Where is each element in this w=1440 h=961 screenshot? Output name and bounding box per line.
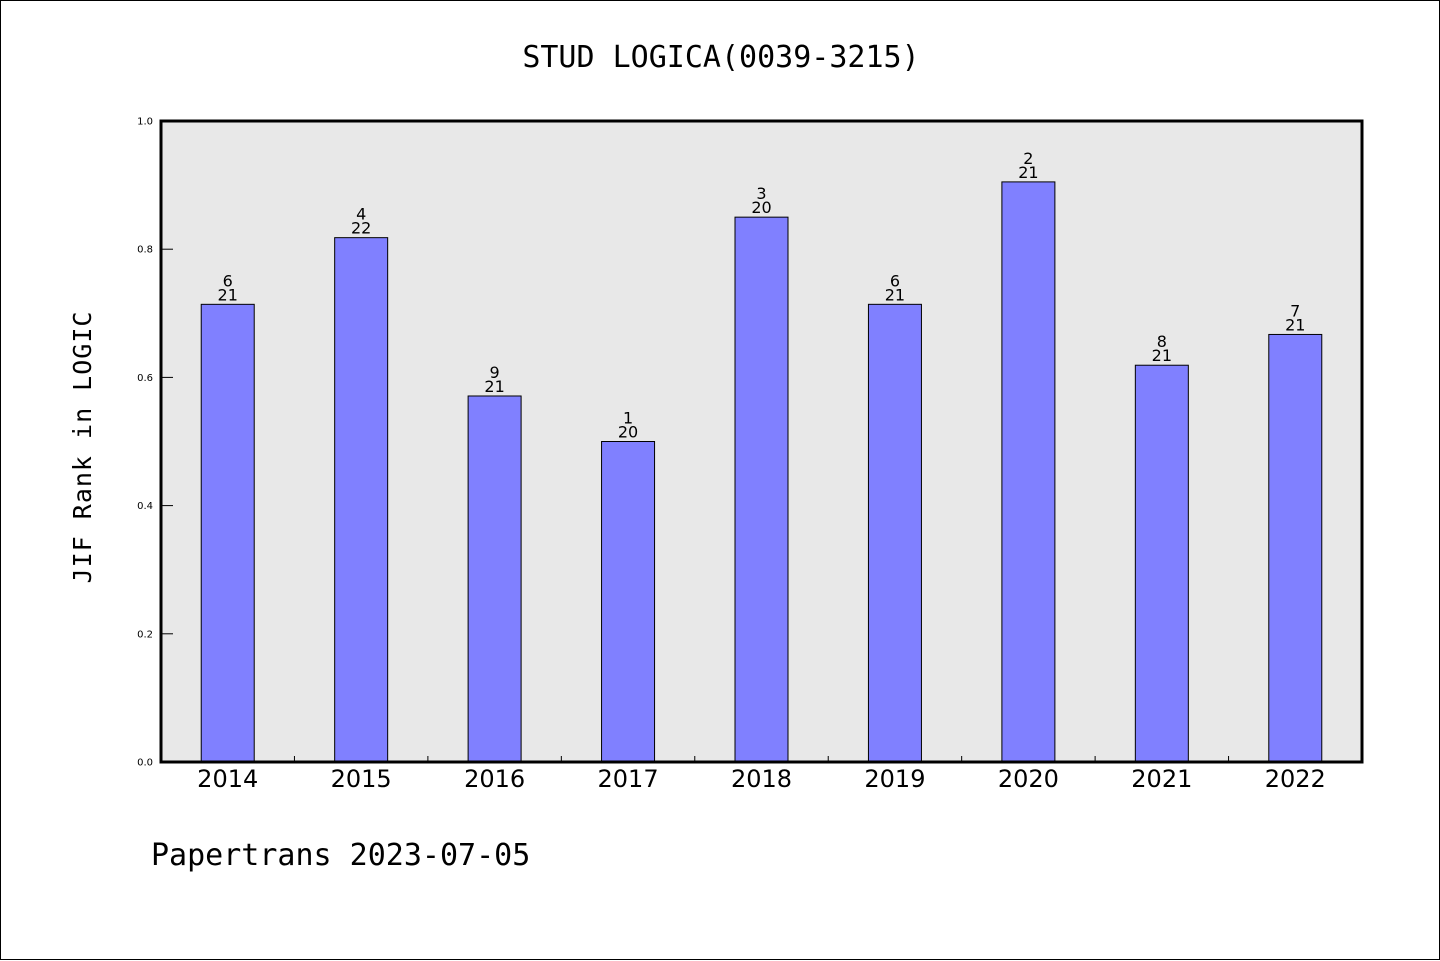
bar-2022 <box>1268 333 1323 763</box>
bar-rank-label: 3 <box>756 184 766 203</box>
y-axis-label: JIF Rank in LOGIC <box>68 311 97 584</box>
bar-2018 <box>734 216 789 763</box>
bar-total-label: 21 <box>484 377 504 396</box>
x-tick-label: 2019 <box>864 765 925 793</box>
bar-rank-label: 4 <box>356 205 366 224</box>
bar-rank-label: 9 <box>490 363 500 382</box>
y-tick-label: 0.8 <box>137 245 153 256</box>
plot-border <box>159 119 1364 764</box>
bar-total-label: 21 <box>1152 346 1172 365</box>
bar-2021 <box>1134 364 1189 763</box>
bar-2014 <box>200 303 255 763</box>
bar-rank-label: 6 <box>890 271 900 290</box>
x-tick-label: 2017 <box>598 765 659 793</box>
y-tick-label: 0.0 <box>137 758 153 769</box>
bars <box>200 181 1323 763</box>
footer-credit: Papertrans 2023-07-05 <box>151 838 530 873</box>
bar-2016 <box>467 395 522 763</box>
x-tick-label: 2022 <box>1265 765 1326 793</box>
bar-rank-label: 7 <box>1290 301 1300 320</box>
bar-total-label: 21 <box>885 285 905 304</box>
bar-rank-label: 1 <box>623 409 633 428</box>
bar-2020 <box>1001 181 1056 763</box>
y-tick-label: 0.2 <box>137 629 153 640</box>
x-tick-label: 2014 <box>197 765 258 793</box>
y-tick-label: 1.0 <box>137 117 153 128</box>
x-tick-label: 2016 <box>464 765 525 793</box>
bar-total-label: 21 <box>1285 315 1305 334</box>
x-tick-label: 2018 <box>731 765 792 793</box>
bar-rank-label: 6 <box>223 271 233 290</box>
bar-total-label: 21 <box>1018 163 1038 182</box>
bar-2015 <box>334 237 389 763</box>
bar-total-label: 20 <box>618 423 638 442</box>
bar-total-label: 20 <box>751 198 771 217</box>
x-axis-ticks: 2014 2015 2016 2017 2018 2019 2020 2021 2022 <box>197 756 1326 793</box>
chart-title: STUD LOGICA(0039-3215) <box>522 40 919 75</box>
bar-2019 <box>867 303 922 763</box>
bar-total-label: 21 <box>218 285 238 304</box>
bar-total-label: 22 <box>351 219 371 238</box>
bar-rank-label: 2 <box>1023 149 1033 168</box>
y-tick-label: 0.6 <box>137 373 153 384</box>
x-tick-label: 2015 <box>331 765 392 793</box>
x-tick-label: 2020 <box>998 765 1059 793</box>
y-tick-label: 0.4 <box>137 501 153 512</box>
bar-2017 <box>601 441 656 763</box>
bar-rank-label: 8 <box>1157 332 1167 351</box>
x-tick-label: 2021 <box>1131 765 1192 793</box>
